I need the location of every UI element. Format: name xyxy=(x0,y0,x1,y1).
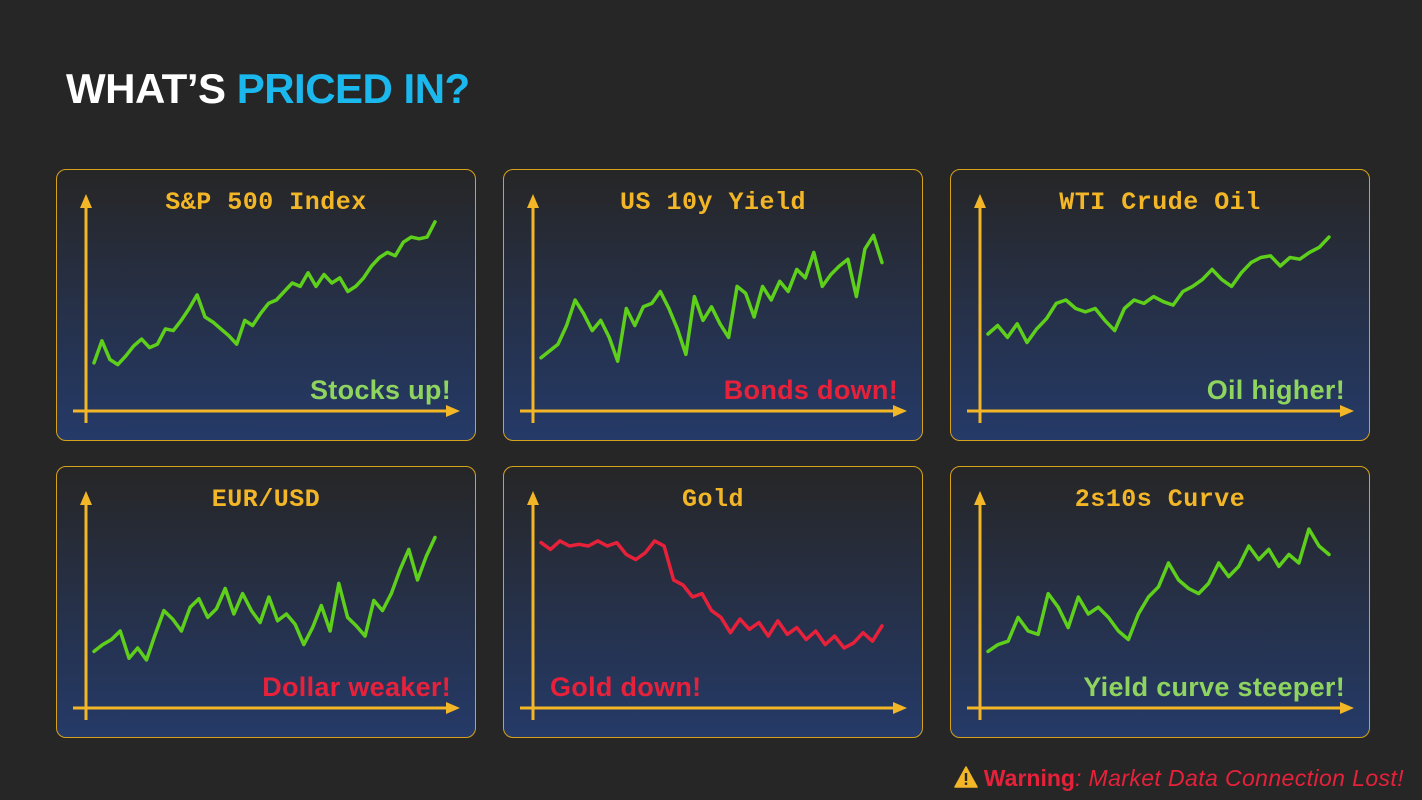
chart-caption: Oil higher! xyxy=(1206,375,1345,405)
series-line xyxy=(92,220,437,367)
chart-caption: Gold down! xyxy=(550,672,702,702)
x-axis-arrow xyxy=(893,405,907,417)
y-axis-arrow xyxy=(527,194,539,208)
chart-title: US 10y Yield xyxy=(619,188,807,217)
chart-panel-eurusd: EUR/USD Dollar weaker! xyxy=(56,466,476,738)
series-line xyxy=(986,235,1331,345)
chart-panel-sp500: S&P 500 Index Stocks up! xyxy=(56,169,476,441)
y-axis-arrow xyxy=(974,194,986,208)
warning-label: Warning xyxy=(983,765,1075,791)
chart-caption: Dollar weaker! xyxy=(262,672,451,702)
page-title-part1: WHAT’S xyxy=(66,65,237,112)
x-axis-arrow xyxy=(1340,702,1354,714)
chart-svg xyxy=(967,194,1354,423)
chart-panel-2s10s: 2s10s Curve Yield curve steeper! xyxy=(950,466,1370,738)
y-axis-arrow xyxy=(974,491,986,505)
chart-title: 2s10s Curve xyxy=(1074,485,1246,514)
chart-svg xyxy=(520,491,907,720)
x-axis-arrow xyxy=(446,702,460,714)
x-axis-arrow xyxy=(1340,405,1354,417)
chart-svg xyxy=(967,491,1354,720)
y-axis-arrow xyxy=(80,491,92,505)
chart-title: WTI Crude Oil xyxy=(1059,188,1261,217)
y-axis-arrow xyxy=(80,194,92,208)
series-line xyxy=(92,535,437,662)
chart-panel-gold: Gold Gold down! xyxy=(503,466,923,738)
page-title-part2: PRICED IN? xyxy=(236,65,471,112)
chart-svg xyxy=(73,194,460,423)
chart-panel-wti: WTI Crude Oil Oil higher! xyxy=(950,169,1370,441)
connection-warning: Warning: Market Data Connection Lost! xyxy=(954,765,1404,794)
chart-panel-us10y: US 10y Yield Bonds down! xyxy=(503,169,923,441)
series-line xyxy=(539,233,884,363)
series-line xyxy=(539,539,884,650)
x-axis-arrow xyxy=(446,405,460,417)
warning-triangle-icon xyxy=(954,766,978,794)
chart-svg xyxy=(73,491,460,720)
warning-message: : Market Data Connection Lost! xyxy=(1074,765,1404,791)
chart-caption: Bonds down! xyxy=(723,375,898,405)
page-title: WHAT’S PRICED IN? xyxy=(66,66,470,112)
x-axis-arrow xyxy=(893,702,907,714)
chart-title: EUR/USD xyxy=(211,485,321,514)
series-line xyxy=(986,527,1331,654)
chart-caption: Stocks up! xyxy=(309,375,451,405)
chart-caption: Yield curve steeper! xyxy=(1083,672,1345,702)
chart-title: S&P 500 Index xyxy=(165,188,367,217)
chart-title: Gold xyxy=(681,485,744,514)
chart-svg xyxy=(520,194,907,423)
y-axis-arrow xyxy=(527,491,539,505)
